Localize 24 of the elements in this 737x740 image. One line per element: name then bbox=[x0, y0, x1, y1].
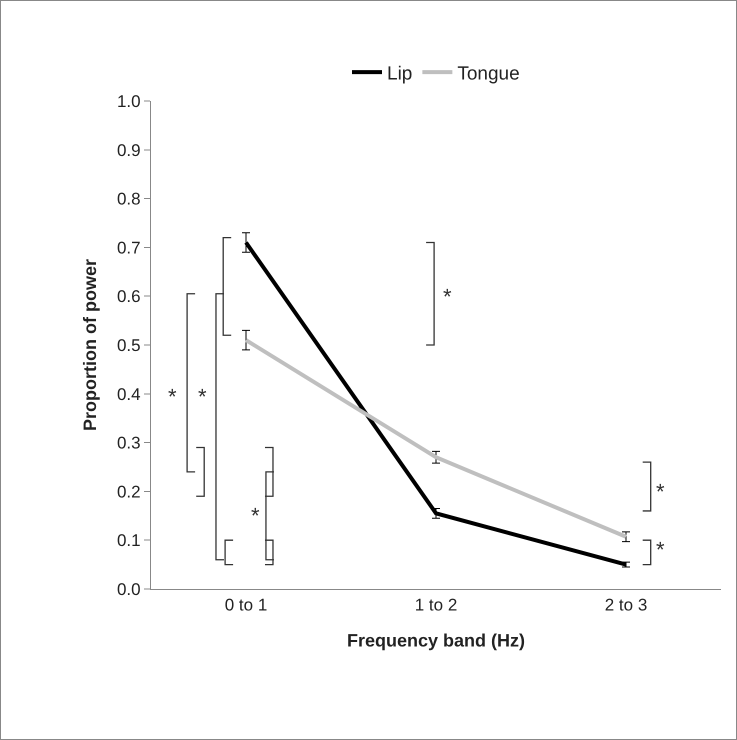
annotation: * bbox=[198, 384, 207, 409]
x-tick-label: 2 to 3 bbox=[604, 595, 648, 614]
y-tick-label: 0.4 bbox=[116, 384, 141, 404]
y-tick-label: 0.1 bbox=[116, 531, 141, 550]
x-axis-title: Frequency band (Hz) bbox=[346, 630, 526, 650]
annotation: * bbox=[656, 479, 665, 504]
y-tick-label: 0.7 bbox=[116, 238, 141, 258]
x-tick-label: 1 to 2 bbox=[414, 595, 458, 614]
x-tick-label: 0 to 1 bbox=[224, 595, 268, 614]
y-tick-label: 1.0 bbox=[116, 92, 141, 111]
y-tick-label: 0.8 bbox=[116, 190, 141, 209]
y-tick-label: 0.5 bbox=[116, 336, 141, 355]
legend-label: Tongue bbox=[457, 64, 520, 84]
annotation: * bbox=[656, 537, 665, 562]
y-tick-label: 0.9 bbox=[116, 140, 141, 160]
legend-label: Lip bbox=[387, 64, 412, 84]
y-tick-label: 0.6 bbox=[116, 287, 141, 306]
y-tick-label: 0.0 bbox=[116, 580, 141, 599]
annotation: * bbox=[168, 384, 177, 409]
y-tick-label: 0.2 bbox=[116, 482, 141, 502]
y-tick-label: 0.3 bbox=[116, 434, 141, 453]
y-axis-title: Proportion of power bbox=[80, 259, 100, 431]
annotation: * bbox=[251, 503, 260, 528]
annotation: * bbox=[443, 284, 452, 309]
